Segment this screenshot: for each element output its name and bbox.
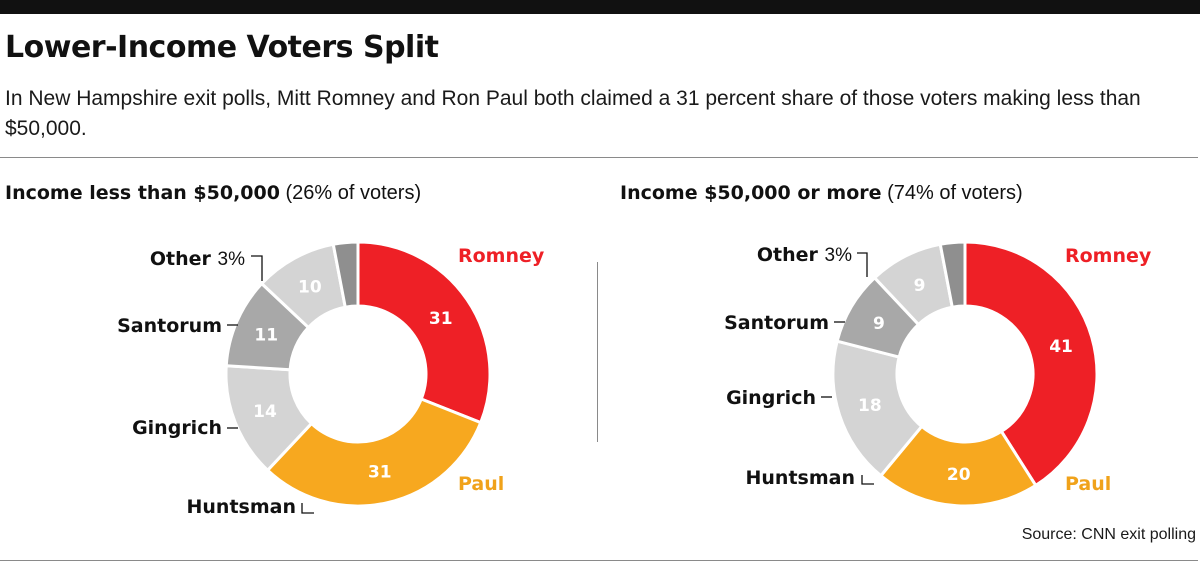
right-slice-paul (878, 424, 1038, 508)
right-category-label-santorum: Santorum (724, 312, 829, 334)
left-category-label-romney: Romney (458, 245, 545, 267)
right-value-label-gingrich: 9 (873, 314, 885, 334)
left-category-label-santorum: Santorum (117, 315, 222, 337)
left-slice-other (331, 240, 360, 309)
left-chart-title-note: (26% of voters) (285, 182, 422, 204)
chart-title: Lower-Income Voters Split (5, 30, 439, 65)
left-chart-title: Income less than $50,000 (26% of voters) (5, 182, 421, 205)
left-value-label-santorum: 10 (298, 277, 322, 297)
left-category-label-gingrich: Gingrich (132, 417, 222, 439)
right-category-label-romney: Romney (1065, 245, 1152, 267)
left-category-label-other: Other 3% (150, 248, 245, 270)
panel-divider (597, 262, 598, 442)
left-category-label-huntsman: Huntsman (187, 496, 297, 518)
right-value-label-paul: 20 (947, 465, 971, 485)
right-other-percent: 3% (825, 245, 853, 266)
chart-subtitle: In New Hampshire exit polls, Mitt Romney… (5, 87, 1141, 140)
right-category-label-paul: Paul (1065, 473, 1111, 495)
left-slice-romney (356, 240, 492, 425)
left-slice-paul (265, 397, 483, 508)
left-value-label-romney: 31 (429, 309, 453, 329)
left-other-percent: 3% (218, 249, 246, 270)
left-value-label-paul: 31 (368, 463, 392, 483)
right-chart-title-note: (74% of voters) (887, 182, 1023, 204)
source-note: Source: CNN exit polling (1021, 526, 1196, 543)
bottom-rule (0, 560, 1198, 561)
right-leader-line-huntsman (861, 475, 874, 485)
left-chart-title-bold: Income less than $50,000 (5, 182, 280, 204)
right-slice-other (938, 240, 967, 309)
left-value-label-huntsman: 14 (253, 402, 277, 422)
right-value-label-huntsman: 18 (858, 396, 882, 416)
right-slice-romney (963, 240, 1099, 488)
left-leader-line-other (251, 255, 263, 281)
right-category-label-other: Other 3% (757, 244, 852, 266)
top-rule (0, 0, 1200, 14)
right-value-label-romney: 41 (1049, 337, 1073, 357)
right-chart-title: Income $50,000 or more (74% of voters) (620, 182, 1023, 205)
right-chart-title-bold: Income $50,000 or more (620, 182, 882, 204)
left-value-label-gingrich: 11 (254, 325, 278, 345)
right-value-label-santorum: 9 (914, 276, 926, 296)
header-divider (0, 157, 1198, 158)
right-leader-line-other (857, 252, 868, 277)
right-category-label-gingrich: Gingrich (726, 387, 816, 409)
left-category-label-paul: Paul (458, 473, 504, 495)
right-category-label-huntsman: Huntsman (746, 467, 856, 489)
left-leader-line-huntsman (301, 503, 314, 514)
